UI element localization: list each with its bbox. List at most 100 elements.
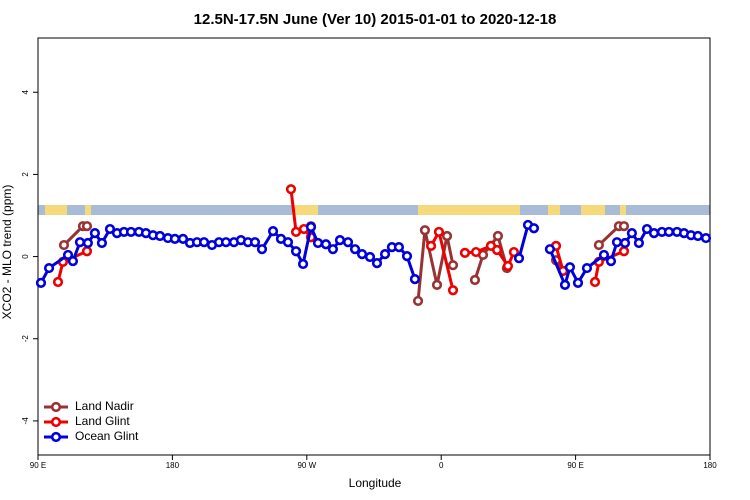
series-point: [290, 246, 302, 257]
series-point: [559, 279, 571, 291]
series-point: [256, 244, 268, 255]
series-point: [572, 277, 584, 288]
series-point: [393, 242, 405, 253]
series-point: [327, 244, 339, 255]
series-point: [508, 246, 520, 258]
series-point: [641, 223, 653, 235]
series-point: [62, 249, 74, 261]
x-tick-label: 90 E: [30, 461, 46, 470]
legend-marker: [50, 401, 62, 413]
x-tick-label: 0: [439, 461, 444, 470]
series-point: [700, 232, 712, 244]
series-point: [89, 228, 100, 239]
series-point: [81, 221, 93, 232]
series-point: [692, 230, 704, 242]
chart-title: 12.5N-17.5N June (Ver 10) 2015-01-01 to …: [194, 11, 557, 28]
y-tick-label: -4: [21, 417, 30, 425]
series-point: [267, 225, 279, 237]
series-point: [433, 226, 445, 238]
series-point: [611, 237, 623, 248]
legend-label: Land Nadir: [75, 399, 134, 413]
series-point: [364, 251, 376, 263]
series-point: [58, 239, 70, 251]
series-point: [544, 244, 556, 255]
series-point: [82, 237, 93, 249]
x-axis-label: Longitude: [349, 476, 402, 490]
y-tick-label: 4: [21, 89, 30, 94]
series-point: [619, 237, 631, 249]
series-point: [342, 237, 354, 248]
legend-marker: [50, 431, 62, 443]
series-point: [297, 258, 309, 270]
series-point: [282, 237, 294, 248]
series-point: [198, 237, 210, 248]
series-point: [169, 233, 181, 244]
series-point: [648, 228, 660, 239]
series-point: [513, 253, 525, 264]
series-point: [633, 237, 645, 249]
series-point: [312, 237, 324, 249]
series-point: [626, 228, 637, 239]
series-point: [581, 262, 593, 274]
series-point: [349, 244, 361, 255]
series-point: [249, 237, 261, 248]
series-point: [52, 276, 64, 288]
legend-marker: [50, 416, 62, 428]
series-point: [593, 239, 604, 251]
series-point: [618, 221, 630, 232]
land-ocean-strip: [38, 205, 710, 215]
series-point: [419, 225, 431, 236]
series-point: [598, 249, 610, 261]
series-point: [371, 258, 383, 269]
y-tick-label: -2: [21, 335, 30, 343]
series-point: [447, 285, 459, 296]
series-point: [220, 237, 232, 248]
series-point: [459, 247, 471, 258]
series-point: [431, 279, 443, 291]
series-point: [412, 295, 424, 307]
y-tick-label: 0: [21, 254, 30, 259]
series-point: [104, 223, 116, 235]
series-point: [177, 233, 189, 244]
series-point: [409, 274, 421, 285]
series-point: [564, 262, 576, 273]
x-tick-label: 90 E: [567, 461, 583, 470]
series-point: [470, 246, 482, 258]
series-point: [447, 260, 459, 271]
series-point: [379, 249, 391, 260]
y-axis-label: XCO2 - MLO trend (ppm): [0, 185, 14, 320]
series-point: [605, 255, 617, 267]
x-tick-label: 180: [166, 461, 180, 470]
series-point: [290, 226, 302, 238]
x-tick-label: 90 W: [297, 461, 316, 470]
x-tick-label: 180: [703, 461, 717, 470]
legend-label: Land Glint: [75, 414, 130, 428]
series-point: [491, 244, 503, 256]
series-point: [81, 246, 93, 257]
series-point: [469, 274, 481, 286]
series-point: [67, 255, 79, 267]
series-point: [43, 262, 55, 274]
series-point: [441, 230, 453, 242]
legend-label: Ocean Glint: [75, 429, 139, 443]
series-point: [35, 277, 47, 288]
plot-frame: [37, 37, 711, 456]
series-point: [618, 246, 630, 257]
series-point: [589, 276, 601, 288]
series-point: [425, 240, 437, 251]
series-point: [663, 226, 675, 238]
series-point: [528, 223, 540, 234]
series-point: [492, 230, 504, 242]
series-point: [74, 237, 86, 248]
series-point: [502, 260, 514, 272]
y-tick-label: 2: [21, 172, 30, 177]
series-point: [96, 237, 108, 249]
series-point: [154, 230, 166, 242]
series-point: [401, 251, 413, 262]
series-point: [305, 221, 317, 233]
series-point: [356, 249, 368, 260]
series-point: [334, 235, 346, 246]
series-point: [285, 184, 297, 195]
series-point: [125, 226, 137, 238]
